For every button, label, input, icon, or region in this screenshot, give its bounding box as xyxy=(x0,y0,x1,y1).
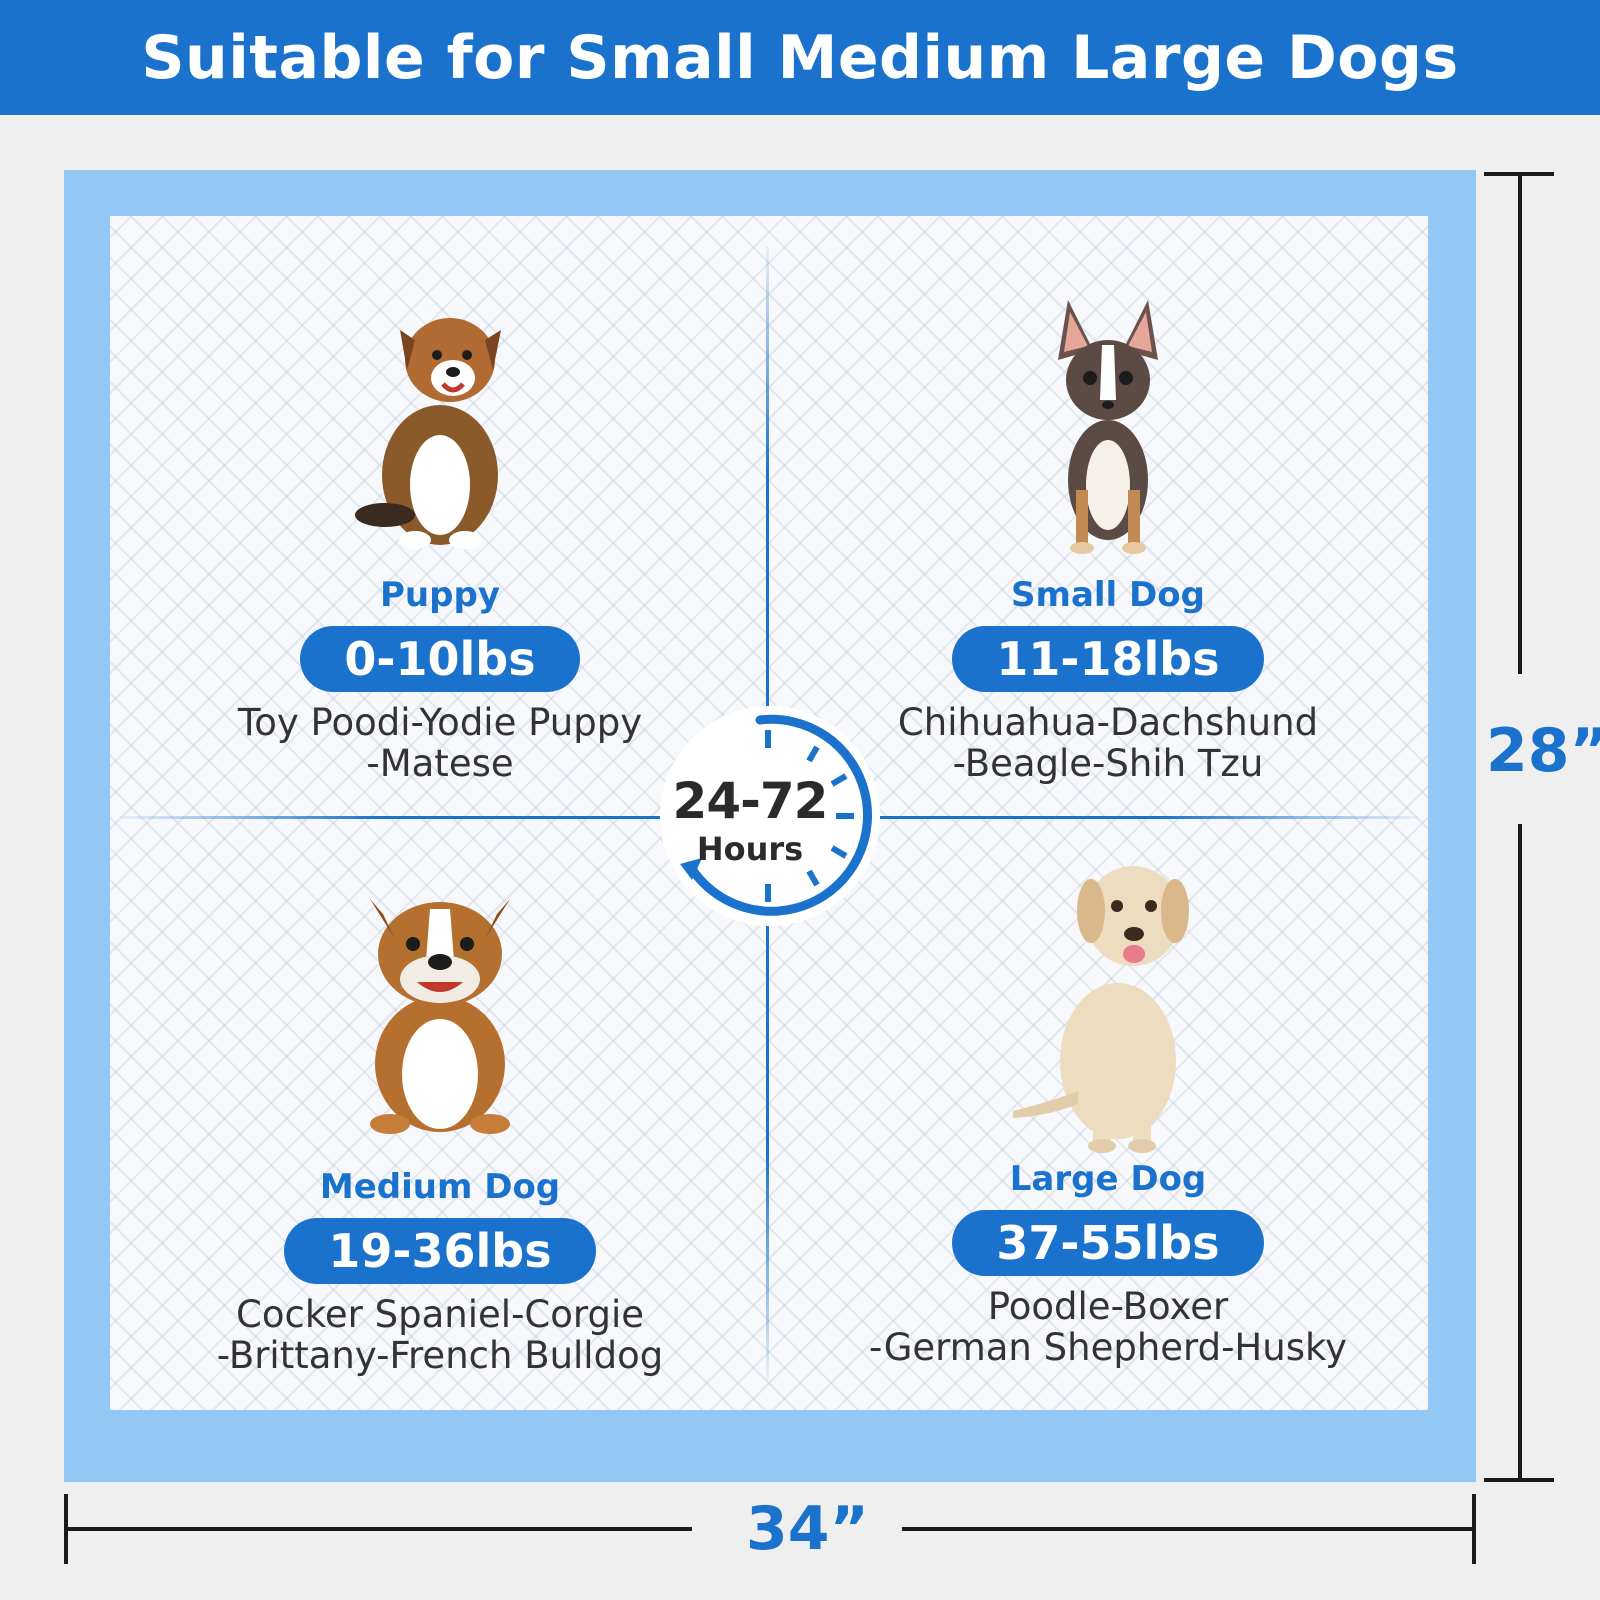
bulldog-image xyxy=(355,884,525,1144)
height-dimension-bottom-cap xyxy=(1484,1478,1554,1482)
page-title: Suitable for Small Medium Large Dogs xyxy=(141,22,1459,93)
category-title: Small Dog xyxy=(1011,575,1205,615)
header-banner: Suitable for Small Medium Large Dogs xyxy=(0,0,1600,115)
clock-icon xyxy=(680,714,873,916)
width-dimension-line-left xyxy=(66,1527,692,1531)
category-title: Puppy xyxy=(380,575,500,615)
breed-list: Poodle-Boxer -German Shepherd-Husky xyxy=(869,1285,1347,1369)
category-title: Medium Dog xyxy=(319,1167,561,1207)
width-dimension-line-right xyxy=(902,1527,1474,1531)
category-large-dog: Large Dog 37-55lbs Poodle-Boxer -German … xyxy=(808,846,1408,1368)
weight-badge: 19-36lbs xyxy=(284,1218,596,1284)
duration-value: 24-72 xyxy=(672,772,829,830)
weight-badge: 11-18lbs xyxy=(952,626,1264,692)
puppy-image xyxy=(345,300,535,560)
height-dimension-line-top xyxy=(1518,174,1522,674)
width-dimension-label: 34” xyxy=(746,1494,869,1564)
duration-unit: Hours xyxy=(696,830,804,868)
category-medium-dog: Medium Dog 19-36lbs Cocker Spaniel-Corgi… xyxy=(140,884,740,1376)
breed-list: Cocker Spaniel-Corgie -Brittany-French B… xyxy=(216,1293,664,1377)
width-dimension-right-cap xyxy=(1472,1494,1476,1564)
duration-badge: 24-72 Hours xyxy=(660,706,880,926)
category-title: Large Dog xyxy=(1009,1159,1207,1199)
chihuahua-image xyxy=(1028,290,1188,560)
breed-list: Toy Poodi-Yodie Puppy -Matese xyxy=(237,701,643,785)
weight-badge: 37-55lbs xyxy=(952,1210,1264,1276)
category-small-dog: Small Dog 11-18lbs Chihuahua-Dachshund -… xyxy=(808,290,1408,784)
category-puppy: Puppy 0-10lbs Toy Poodi-Yodie Puppy -Mat… xyxy=(140,300,740,784)
weight-badge: 0-10lbs xyxy=(300,626,580,692)
labrador-image xyxy=(993,846,1223,1156)
height-dimension-line-bottom xyxy=(1518,824,1522,1482)
breed-list: Chihuahua-Dachshund -Beagle-Shih Tzu xyxy=(897,701,1319,785)
height-dimension-label: 28” xyxy=(1486,716,1600,786)
